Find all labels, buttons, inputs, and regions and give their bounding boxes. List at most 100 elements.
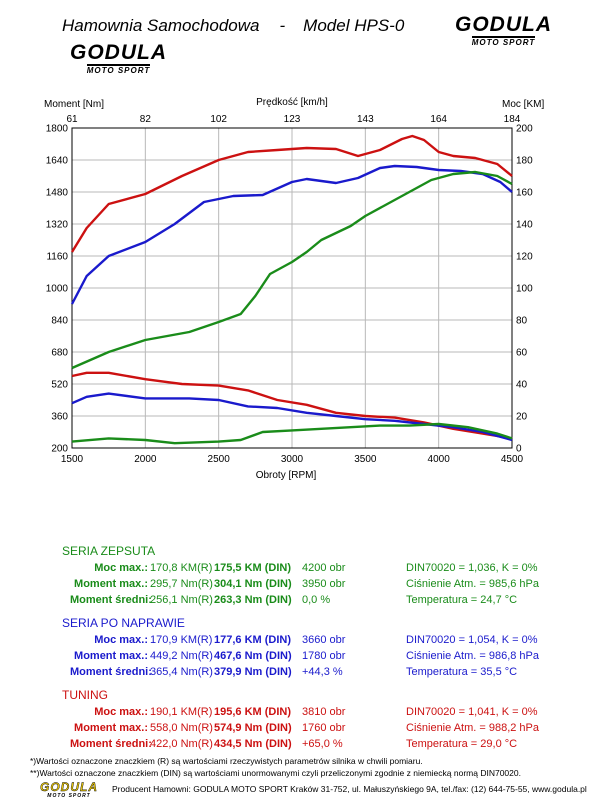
godula-logo-left: GODULA MOTO SPORT (70, 42, 167, 75)
y-right-tick-label: 200 (516, 124, 533, 135)
value-info: DIN70020 = 1,036, K = 0% (406, 562, 538, 574)
logo-brand: GODULA (40, 780, 98, 794)
value-din: 434,5 Nm (DIN) (214, 738, 292, 750)
x-top-tick-label: 102 (210, 114, 227, 125)
y-left-tick-label: 1320 (46, 220, 69, 231)
section-title: TUNING (62, 688, 108, 702)
value-din: 304,1 Nm (DIN) (214, 578, 292, 590)
row-label: Moment średni: (70, 666, 152, 678)
x-top-tick-label: 82 (140, 114, 152, 125)
value-r: 422,0 Nm(R) (150, 738, 213, 750)
value-din: 175,5 KM (DIN) (214, 562, 292, 574)
x-top-tick-label: 143 (357, 114, 374, 125)
footnote-din: **)Wartości oznaczone znaczkiem (DIN) są… (30, 768, 521, 778)
row-label: Moment średni: (70, 594, 152, 606)
value-extra: 1780 obr (302, 650, 346, 662)
y-right-tick-label: 140 (516, 220, 533, 231)
row-label: Moc max.: (94, 706, 148, 718)
y-left-tick-label: 1640 (46, 156, 69, 167)
y-left-axis-label: Moment [Nm] (44, 99, 104, 110)
producer-info: Producent Hamowni: GODULA MOTO SPORT Kra… (112, 784, 587, 794)
value-info: Temperatura = 35,5 °C (406, 666, 518, 678)
plot-frame (71, 127, 513, 449)
logo-sub: MOTO SPORT (47, 793, 91, 799)
y-right-tick-label: 120 (516, 252, 533, 263)
result-row: Moc max.: 170,9 KM(R) 177,6 KM (DIN) 366… (0, 634, 600, 648)
y-right-tick-label: 180 (516, 156, 533, 167)
value-extra: 3810 obr (302, 706, 346, 718)
value-extra: 3950 obr (302, 578, 346, 590)
y-right-tick-label: 80 (516, 316, 528, 327)
x-axis-label: Obroty [RPM] (256, 470, 317, 480)
y-left-tick-label: 520 (51, 380, 68, 391)
y-left-tick-label: 1000 (46, 284, 69, 295)
value-r: 190,1 KM(R) (150, 706, 213, 718)
value-extra: 0,0 % (302, 594, 331, 606)
x-tick-label: 3000 (281, 454, 304, 465)
value-info: DIN70020 = 1,054, K = 0% (406, 634, 538, 646)
row-label: Moment max.: (74, 650, 148, 662)
value-din: 467,6 Nm (DIN) (214, 650, 292, 662)
value-extra: 3660 obr (302, 634, 346, 646)
value-info: Ciśnienie Atm. = 988,2 hPa (406, 722, 539, 734)
x-top-tick-label: 123 (284, 114, 301, 125)
value-din: 263,3 Nm (DIN) (214, 594, 292, 606)
power-series-line (71, 392, 513, 442)
y-left-tick-label: 680 (51, 348, 68, 359)
dyno-chart: 1500612000822500102300012335001434000164… (44, 97, 544, 480)
y-left-tick-label: 200 (51, 444, 68, 455)
logo-brand: GODULA (70, 41, 167, 64)
value-info: Temperatura = 29,0 °C (406, 738, 518, 750)
value-extra: +65,0 % (302, 738, 343, 750)
y-right-tick-label: 0 (516, 444, 522, 455)
value-info: DIN70020 = 1,041, K = 0% (406, 706, 538, 718)
x-tick-label: 3500 (354, 454, 377, 465)
result-row: Moment średni: 422,0 Nm(R) 434,5 Nm (DIN… (0, 738, 600, 752)
row-label: Moc max.: (94, 562, 148, 574)
section-title: SERIA PO NAPRAWIE (62, 616, 185, 630)
y-right-tick-label: 40 (516, 380, 528, 391)
value-din: 177,6 KM (DIN) (214, 634, 292, 646)
godula-logo-top: GODULA MOTO SPORT (455, 14, 552, 47)
footnotes: *)Wartości oznaczone znaczkiem (R) są wa… (30, 755, 521, 779)
value-din: 379,9 Nm (DIN) (214, 666, 292, 678)
y-right-tick-label: 100 (516, 284, 533, 295)
value-extra: +44,3 % (302, 666, 343, 678)
value-r: 558,0 Nm(R) (150, 722, 213, 734)
x-tick-label: 4500 (501, 454, 524, 465)
x-top-tick-label: 61 (66, 114, 78, 125)
logo-sub: MOTO SPORT (471, 36, 536, 47)
row-label: Moc max.: (94, 634, 148, 646)
chart-series (70, 134, 513, 445)
value-r: 256,1 Nm(R) (150, 594, 213, 606)
chart-ticks: 1500612000822500102300012335001434000164… (46, 114, 533, 465)
power-series-line (71, 422, 513, 445)
value-info: Temperatura = 24,7 °C (406, 594, 518, 606)
page-title: Hamownia Samochodowa - Model HPS-0 (62, 16, 404, 36)
section-title: SERIA ZEPSUTA (62, 544, 156, 558)
value-info: Ciśnienie Atm. = 986,8 hPa (406, 650, 539, 662)
title-left: Hamownia Samochodowa (62, 16, 260, 35)
y-left-tick-label: 360 (51, 412, 68, 423)
logo-brand: GODULA (455, 13, 552, 36)
value-din: 574,9 Nm (DIN) (214, 722, 292, 734)
chart-grid (72, 128, 512, 448)
y-left-tick-label: 1160 (46, 252, 68, 263)
result-row: Moc max.: 190,1 KM(R) 195,6 KM (DIN) 381… (0, 706, 600, 720)
y-right-tick-label: 60 (516, 348, 528, 359)
result-row: Moment max.: 558,0 Nm(R) 574,9 Nm (DIN) … (0, 722, 600, 736)
y-right-tick-label: 20 (516, 412, 528, 423)
y-left-tick-label: 840 (51, 316, 68, 327)
y-right-axis-label: Moc [KM] (502, 99, 544, 110)
value-r: 449,2 Nm(R) (150, 650, 213, 662)
result-row: Moment max.: 295,7 Nm(R) 304,1 Nm (DIN) … (0, 578, 600, 592)
value-info: Ciśnienie Atm. = 985,6 hPa (406, 578, 539, 590)
torque-series-line (70, 164, 513, 305)
logo-sub: MOTO SPORT (86, 64, 151, 75)
value-r: 170,9 KM(R) (150, 634, 213, 646)
x-top-tick-label: 164 (430, 114, 447, 125)
value-din: 195,6 KM (DIN) (214, 706, 292, 718)
y-right-tick-label: 160 (516, 188, 533, 199)
value-r: 365,4 Nm(R) (150, 666, 213, 678)
x-tick-label: 2000 (134, 454, 157, 465)
